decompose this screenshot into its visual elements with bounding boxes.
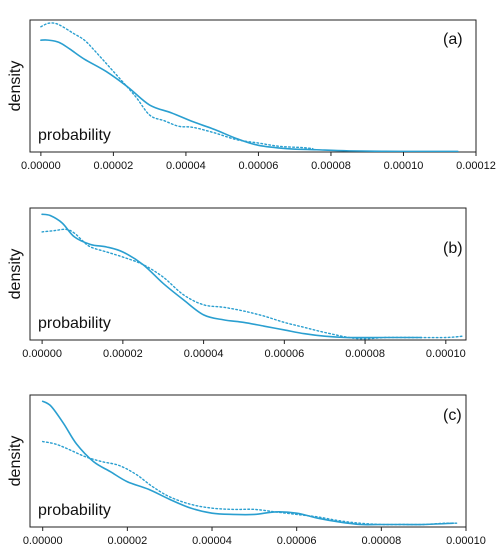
- series-dotted-line-a: [40, 22, 314, 150]
- probability-annotation-b: probability: [38, 315, 111, 332]
- x-tick-label-b-2: 0.00004: [184, 348, 224, 360]
- x-tick-label-b-3: 0.00006: [264, 348, 304, 360]
- x-tick-label-b-5: 0.00010: [426, 348, 466, 360]
- x-tick-label-a-2: 0.00004: [166, 160, 206, 172]
- chart-panel-a: 0.00000 0.00002 0.00004 0.00006 0.00008 0.000…: [7, 19, 496, 172]
- plot-frame-b: [29, 207, 467, 341]
- probability-annotation-a: probability: [38, 127, 111, 144]
- x-tick-label-c-2: 0.00004: [192, 535, 232, 547]
- x-tick-label-c-0: 0.00000: [23, 535, 63, 547]
- chart-panel-c: 0.00000 0.00002 0.00004 0.00006 0.00008 0.000…: [7, 394, 486, 547]
- chart-panel-b: 0.00000 0.00002 0.00004 0.00006 0.00008 0.000…: [7, 207, 467, 360]
- plot-frame-a: [29, 19, 477, 153]
- panel-label-a: (a): [443, 31, 463, 48]
- series-solid-line-a: [40, 39, 459, 152]
- x-tick-label-a-3: 0.00006: [239, 160, 279, 172]
- x-tick-label-c-3: 0.00006: [277, 535, 317, 547]
- panel-label-b: (b): [443, 240, 463, 257]
- y-axis-label-c: density: [7, 436, 24, 487]
- x-tick-label-c-4: 0.00008: [361, 535, 401, 547]
- probability-annotation-c: probability: [38, 502, 111, 519]
- x-tick-label-b-0: 0.00000: [22, 348, 62, 360]
- x-tick-label-c-1: 0.00002: [107, 535, 147, 547]
- x-tick-label-c-5: 0.00010: [446, 535, 486, 547]
- series-dotted-line-c: [42, 440, 459, 526]
- x-tick-label-a-5: 0.00010: [384, 160, 424, 172]
- x-tick-label-a-0: 0.00000: [21, 160, 61, 172]
- y-axis-label-b: density: [7, 249, 24, 300]
- panel-label-c: (c): [443, 407, 462, 424]
- x-tick-label-a-1: 0.00002: [94, 160, 134, 172]
- y-axis-label-a: density: [7, 61, 24, 112]
- plot-frame-c: [29, 394, 467, 528]
- x-tick-label-b-4: 0.00008: [345, 348, 385, 360]
- x-tick-label-a-4: 0.00008: [311, 160, 351, 172]
- x-tick-label-b-1: 0.00002: [103, 348, 143, 360]
- series-dotted-line-b: [41, 228, 463, 340]
- x-tick-label-a-6: 0.00012: [456, 160, 496, 172]
